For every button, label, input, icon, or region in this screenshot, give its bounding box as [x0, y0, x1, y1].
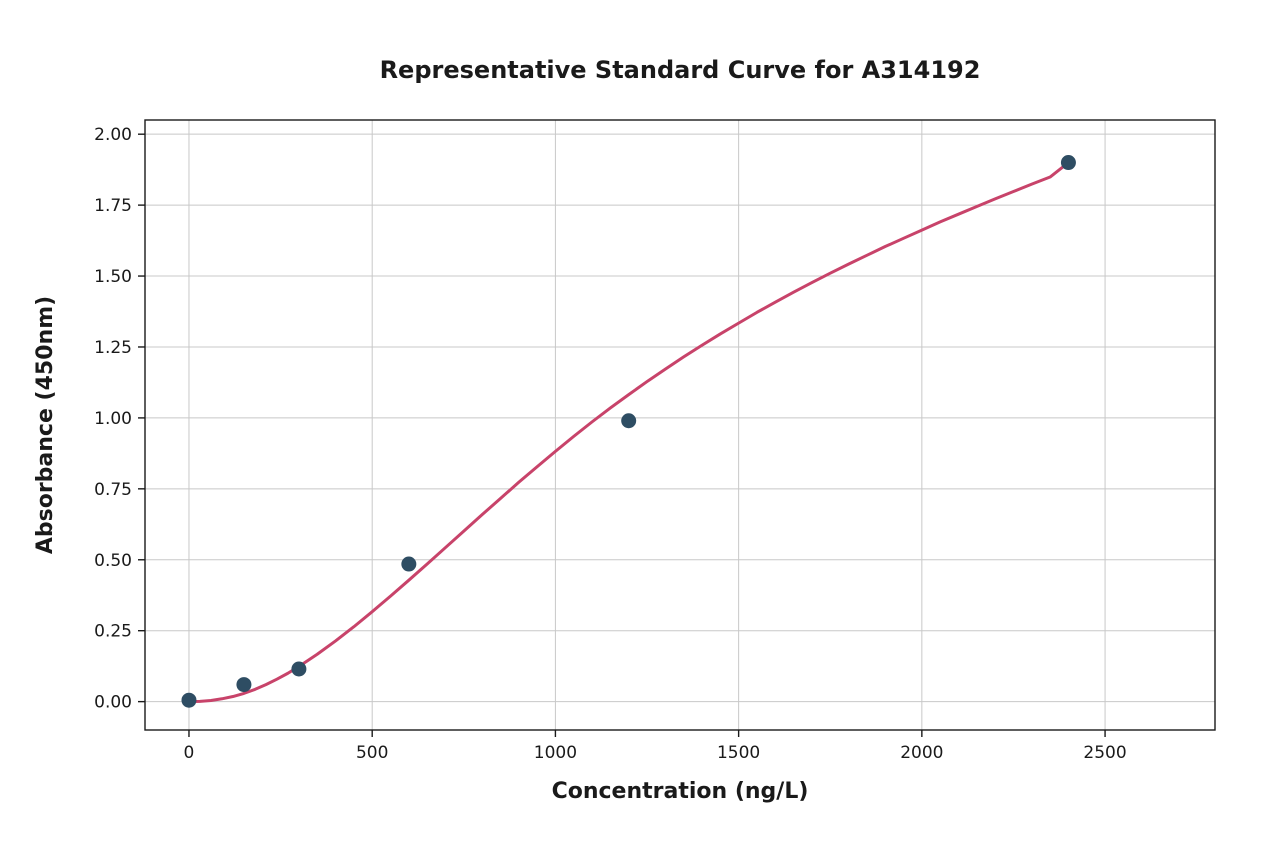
ytick-label: 2.00 — [94, 125, 132, 145]
x-axis-label: Concentration (ng/L) — [552, 779, 809, 804]
ytick-label: 1.75 — [94, 196, 132, 216]
xtick-label: 1000 — [534, 743, 577, 763]
xtick-label: 0 — [184, 743, 195, 763]
ytick-label: 0.50 — [94, 551, 132, 571]
chart-container: 0 500 1000 1500 2000 2500 0.00 0.25 0.50 0.75 1.00… — [0, 0, 1280, 845]
chart-title: Representative Standard Curve for A31419… — [380, 56, 981, 84]
data-point — [1061, 155, 1076, 170]
data-point — [181, 693, 196, 708]
data-point — [291, 662, 306, 677]
ytick-label: 0.25 — [94, 622, 132, 642]
ytick-label: 0.00 — [94, 693, 132, 713]
chart-bg — [0, 0, 1280, 845]
ytick-label: 1.50 — [94, 267, 132, 287]
data-point — [621, 413, 636, 428]
ytick-label: 1.00 — [94, 409, 132, 429]
data-point — [401, 557, 416, 572]
xtick-label: 2000 — [900, 743, 943, 763]
chart-svg: 0 500 1000 1500 2000 2500 0.00 0.25 0.50 0.75 1.00… — [0, 0, 1280, 845]
xtick-label: 500 — [356, 743, 388, 763]
xtick-label: 2500 — [1083, 743, 1126, 763]
y-axis-label: Absorbance (450nm) — [33, 296, 58, 554]
data-point — [236, 677, 251, 692]
ytick-label: 0.75 — [94, 480, 132, 500]
ytick-label: 1.25 — [94, 338, 132, 358]
xtick-label: 1500 — [717, 743, 760, 763]
